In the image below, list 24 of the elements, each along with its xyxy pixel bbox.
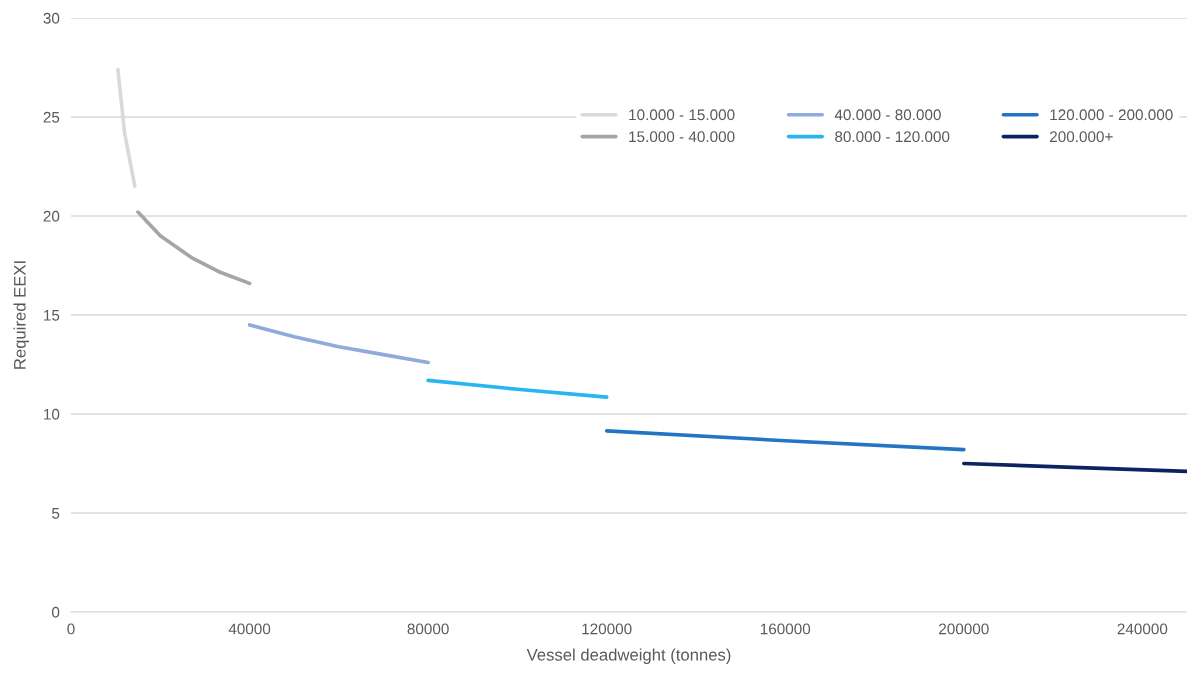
x-tick-label: 200000 [939,623,989,635]
line-series [247,323,430,365]
x-tick-label: 40000 [228,623,271,635]
x-axis-title: Vessel deadweight (tonnes) [526,648,731,664]
legend-label: 80.000 - 120.000 [835,131,950,143]
line-series [136,210,252,286]
y-tick-label: 20 [43,210,60,222]
x-tick-label: 120000 [582,623,632,635]
x-tick-label: 160000 [760,623,811,635]
y-tick-label: 15 [44,310,60,321]
y-axis-title: Required EEXI [13,261,30,369]
legend-label: 120.000 - 200.000 [1050,109,1173,121]
x-tick-label: 240000 [1117,623,1168,635]
legend-label: 200.000+ [1050,131,1113,143]
y-tick-label: 30 [43,12,60,24]
x-tick-label: 0 [67,623,75,635]
legend-label: 40.000 - 80.000 [834,109,941,121]
legend-label: 10.000 - 15.000 [629,109,735,121]
y-tick-label: 25 [43,111,60,123]
y-tick-label: 10 [44,408,60,420]
y-tick-label: 0 [51,606,60,618]
x-tick-label: 80000 [407,623,449,635]
legend-label: 15.000 - 40.000 [629,131,735,143]
y-tick-label: 5 [52,508,60,519]
